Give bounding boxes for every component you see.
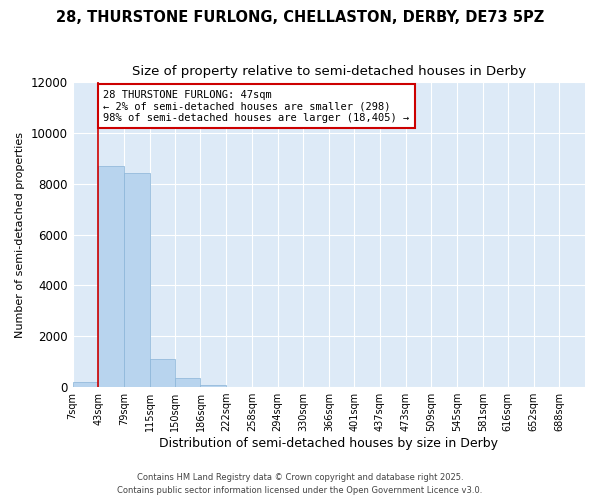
Bar xyxy=(98,166,124,387)
X-axis label: Distribution of semi-detached houses by size in Derby: Distribution of semi-detached houses by … xyxy=(159,437,498,450)
Bar xyxy=(150,359,175,387)
Title: Size of property relative to semi-detached houses in Derby: Size of property relative to semi-detach… xyxy=(131,65,526,78)
Bar xyxy=(175,378,200,387)
Y-axis label: Number of semi-detached properties: Number of semi-detached properties xyxy=(15,132,25,338)
Bar xyxy=(73,382,98,387)
Bar xyxy=(200,384,226,387)
Bar xyxy=(124,174,150,387)
Text: 28 THURSTONE FURLONG: 47sqm
← 2% of semi-detached houses are smaller (298)
98% o: 28 THURSTONE FURLONG: 47sqm ← 2% of semi… xyxy=(103,90,410,123)
Text: Contains HM Land Registry data © Crown copyright and database right 2025.
Contai: Contains HM Land Registry data © Crown c… xyxy=(118,474,482,495)
Text: 28, THURSTONE FURLONG, CHELLASTON, DERBY, DE73 5PZ: 28, THURSTONE FURLONG, CHELLASTON, DERBY… xyxy=(56,10,544,25)
